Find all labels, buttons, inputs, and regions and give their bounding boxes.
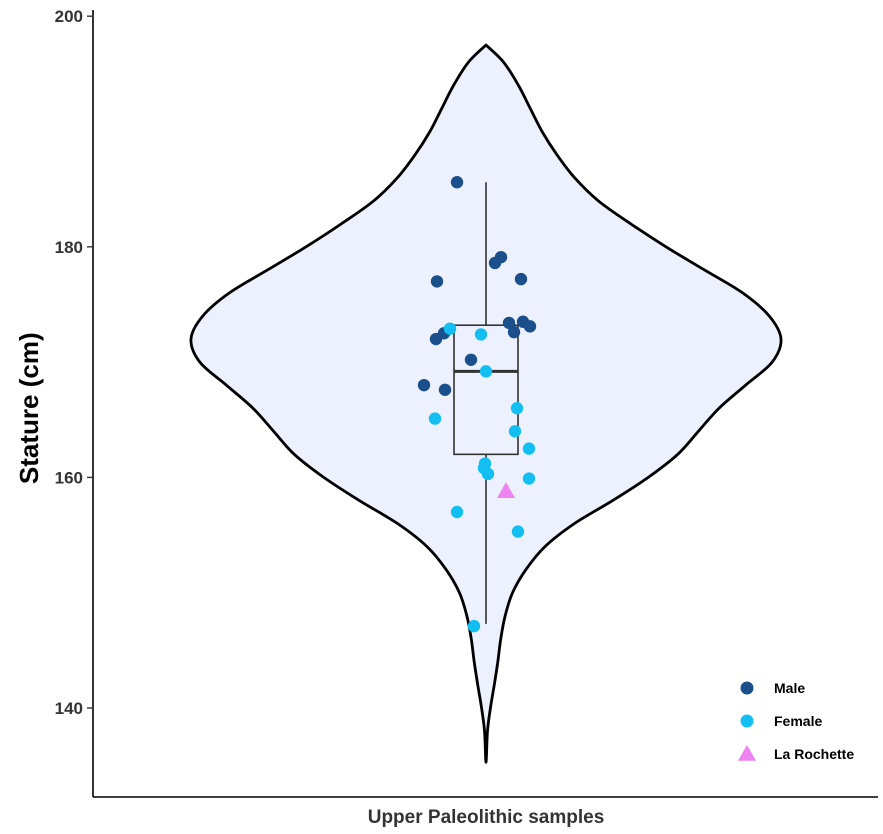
data-point-female [510, 402, 524, 415]
legend-label: La Rochette [774, 746, 854, 762]
data-point-female [479, 365, 493, 378]
data-point-male [450, 176, 464, 189]
legend: Male Female La Rochette [738, 680, 854, 762]
data-point-female [428, 412, 442, 425]
data-point-male [523, 320, 537, 333]
data-point-female [467, 619, 481, 633]
data-point-male [438, 383, 452, 396]
points-layer [417, 176, 537, 633]
data-point-male [429, 332, 443, 346]
data-point-female [522, 472, 536, 485]
legend-item-male: Male [740, 680, 805, 696]
box-iqr [453, 324, 519, 456]
data-point-male [464, 353, 478, 366]
data-point-female [474, 328, 488, 341]
legend-marker [740, 681, 754, 695]
y-tick-label: 180 [55, 238, 83, 257]
data-point-female [481, 467, 495, 481]
data-point-la-rochette [497, 482, 515, 498]
data-point-male [417, 378, 431, 392]
y-ticks: 140 160 180 200 [55, 7, 93, 718]
y-axis-title: Stature (cm) [14, 332, 44, 484]
y-tick-label: 200 [55, 7, 83, 26]
data-point-male [514, 272, 528, 286]
legend-marker [740, 714, 754, 728]
legend-label: Female [774, 713, 822, 729]
data-point-female [511, 525, 525, 538]
violin-layer [189, 43, 783, 764]
data-point-female [522, 442, 536, 455]
data-point-male [502, 316, 516, 330]
legend-marker [738, 745, 756, 761]
y-tick-label: 140 [55, 699, 83, 718]
data-point-male [507, 325, 521, 339]
legend-item-female: Female [740, 713, 822, 729]
data-point-male [488, 256, 502, 270]
data-point-female [450, 505, 464, 519]
y-tick-label: 160 [55, 468, 83, 487]
data-point-female [443, 322, 457, 335]
legend-label: Male [774, 680, 805, 696]
data-point-female [508, 425, 522, 438]
legend-item-la-rochette: La Rochette [738, 745, 854, 762]
violin-shape [189, 43, 783, 764]
axes-layer [92, 10, 878, 798]
data-point-male [430, 275, 444, 288]
x-axis-title: Upper Paleolithic samples [368, 807, 605, 828]
